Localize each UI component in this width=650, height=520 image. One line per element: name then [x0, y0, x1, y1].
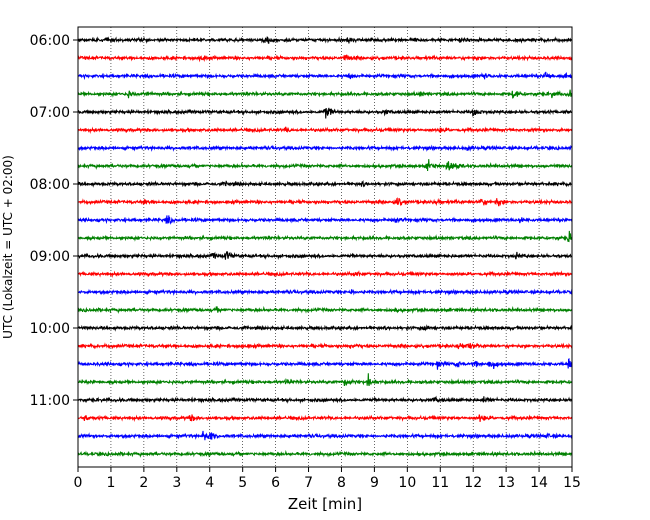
x-tick-label: 3: [172, 475, 181, 491]
x-tick-label: 6: [271, 475, 280, 491]
x-tick-label: 8: [337, 475, 346, 491]
trace-11:15: [77, 414, 573, 422]
trace-line: [77, 179, 573, 188]
trace-line: [77, 449, 573, 458]
x-tick-label: 0: [74, 475, 83, 491]
trace-09:00: [77, 251, 573, 261]
trace-10:15: [77, 342, 573, 350]
trace-08:15: [77, 197, 573, 207]
trace-06:00: [77, 36, 573, 44]
x-tick-label: 10: [398, 475, 416, 491]
x-tick-label: 14: [530, 475, 548, 491]
x-tick-label: 15: [563, 475, 581, 491]
x-tick-label: 5: [238, 475, 247, 491]
trace-line: [77, 288, 573, 296]
trace-06:15: [77, 54, 573, 63]
trace-07:15: [77, 126, 573, 134]
trace-line: [77, 270, 573, 278]
trace-line: [77, 251, 573, 261]
trace-line: [77, 197, 573, 207]
trace-line: [77, 159, 573, 172]
y-tick-label: 09:00: [30, 249, 70, 265]
x-tick-label: 12: [464, 475, 482, 491]
trace-08:30: [77, 215, 573, 225]
trace-11:45: [77, 449, 573, 458]
trace-line: [77, 305, 573, 314]
trace-line: [77, 414, 573, 422]
y-tick-label: 11:00: [30, 393, 70, 409]
trace-09:45: [77, 305, 573, 314]
trace-line: [77, 215, 573, 225]
x-tick-label: 4: [205, 475, 214, 491]
y-axis-ticks: 06:00 07:00 08:00 09:00 10:00 11:00: [30, 33, 78, 409]
trace-line: [77, 324, 573, 332]
y-axis-label: UTC (Lokalzeit = UTC + 02:00): [1, 155, 15, 339]
x-axis-label: Zeit [min]: [288, 495, 362, 513]
trace-line: [77, 54, 573, 63]
trace-07:00: [77, 107, 573, 119]
plot-frame: [77, 26, 573, 468]
trace-09:15: [77, 270, 573, 278]
x-axis-ticks: 0 1 2 3 4 5 6 7 8 9 10 11 12 13 14 15: [74, 467, 581, 491]
seismic-traces: [77, 36, 573, 458]
x-tick-label: 2: [139, 475, 148, 491]
trace-line: [77, 230, 573, 243]
trace-10:00: [77, 324, 573, 332]
trace-line: [77, 357, 573, 370]
trace-06:45: [77, 89, 573, 99]
trace-line: [77, 395, 573, 405]
y-tick-label: 06:00: [30, 33, 70, 49]
trace-line: [77, 36, 573, 44]
trace-line: [77, 71, 573, 81]
trace-line: [77, 89, 573, 99]
trace-07:45: [77, 159, 573, 172]
trace-line: [77, 126, 573, 134]
trace-11:00: [77, 395, 573, 405]
x-tick-label: 1: [106, 475, 115, 491]
x-tick-label: 7: [304, 475, 313, 491]
trace-08:00: [77, 179, 573, 188]
trace-11:30: [77, 430, 573, 441]
x-tick-label: 13: [497, 475, 515, 491]
y-tick-label: 08:00: [30, 177, 70, 193]
x-tick-label: 9: [370, 475, 379, 491]
y-tick-label: 07:00: [30, 105, 70, 121]
trace-line: [77, 430, 573, 441]
trace-09:30: [77, 288, 573, 296]
trace-07:30: [77, 144, 573, 152]
trace-10:45: [77, 373, 573, 387]
y-tick-label: 10:00: [30, 321, 70, 337]
trace-line: [77, 107, 573, 119]
x-tick-label: 11: [431, 475, 449, 491]
trace-10:30: [77, 357, 573, 370]
trace-line: [77, 144, 573, 152]
vertical-grid: [110, 27, 540, 467]
trace-line: [77, 373, 573, 387]
trace-line: [77, 342, 573, 350]
trace-08:45: [77, 230, 573, 243]
trace-06:30: [77, 71, 573, 81]
